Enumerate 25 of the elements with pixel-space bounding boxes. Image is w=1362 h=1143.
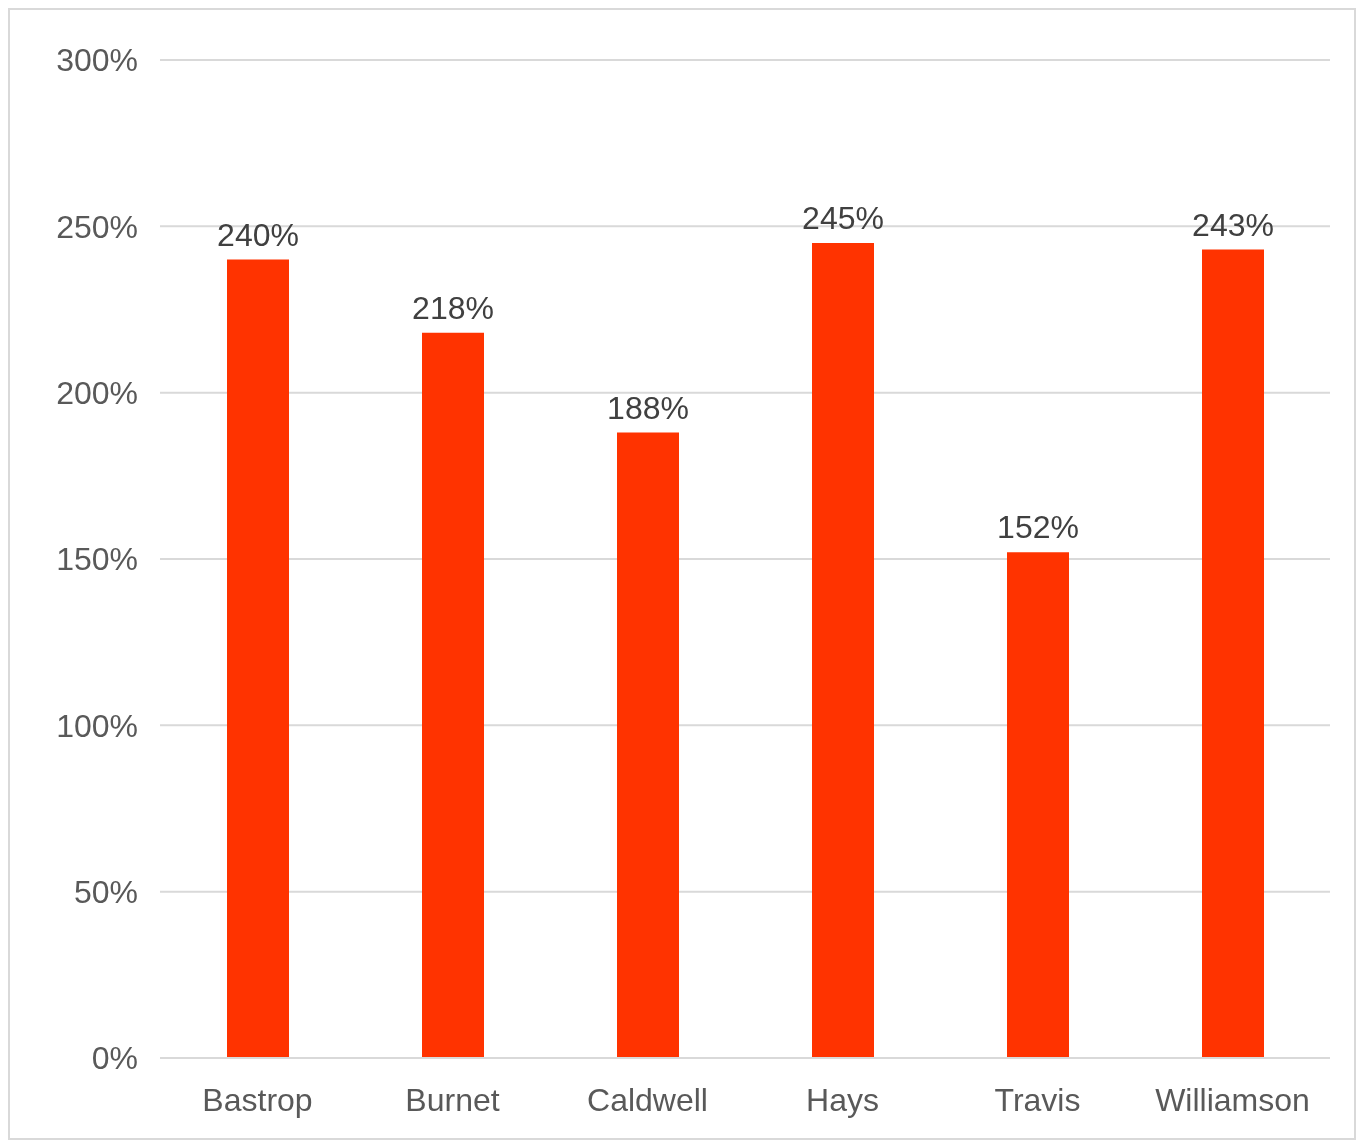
y-tick-label: 150% bbox=[56, 541, 138, 578]
y-tick-label: 200% bbox=[56, 375, 138, 412]
bar bbox=[1007, 552, 1069, 1058]
data-label: 152% bbox=[997, 509, 1079, 546]
x-tick-label: Caldwell bbox=[587, 1081, 708, 1118]
data-label: 218% bbox=[412, 289, 494, 326]
x-tick-label: Travis bbox=[994, 1081, 1081, 1118]
y-tick-label: 300% bbox=[56, 42, 138, 79]
bar bbox=[617, 432, 679, 1058]
x-tick-label: Hays bbox=[806, 1081, 879, 1118]
bar bbox=[812, 242, 874, 1058]
y-tick-label: 100% bbox=[56, 707, 138, 744]
y-tick-label: 0% bbox=[91, 1040, 138, 1077]
data-label: 243% bbox=[1192, 206, 1274, 243]
x-tick-label: Burnet bbox=[405, 1081, 500, 1118]
bar bbox=[227, 259, 289, 1058]
x-tick-label: Bastrop bbox=[202, 1081, 313, 1118]
bar bbox=[422, 332, 484, 1058]
data-label: 245% bbox=[802, 199, 884, 236]
bar bbox=[1202, 249, 1264, 1058]
y-tick-label: 50% bbox=[73, 874, 138, 911]
data-label: 240% bbox=[217, 216, 299, 253]
y-tick-label: 250% bbox=[56, 208, 138, 245]
data-label: 188% bbox=[607, 389, 689, 426]
x-tick-label: Williamson bbox=[1155, 1081, 1310, 1118]
